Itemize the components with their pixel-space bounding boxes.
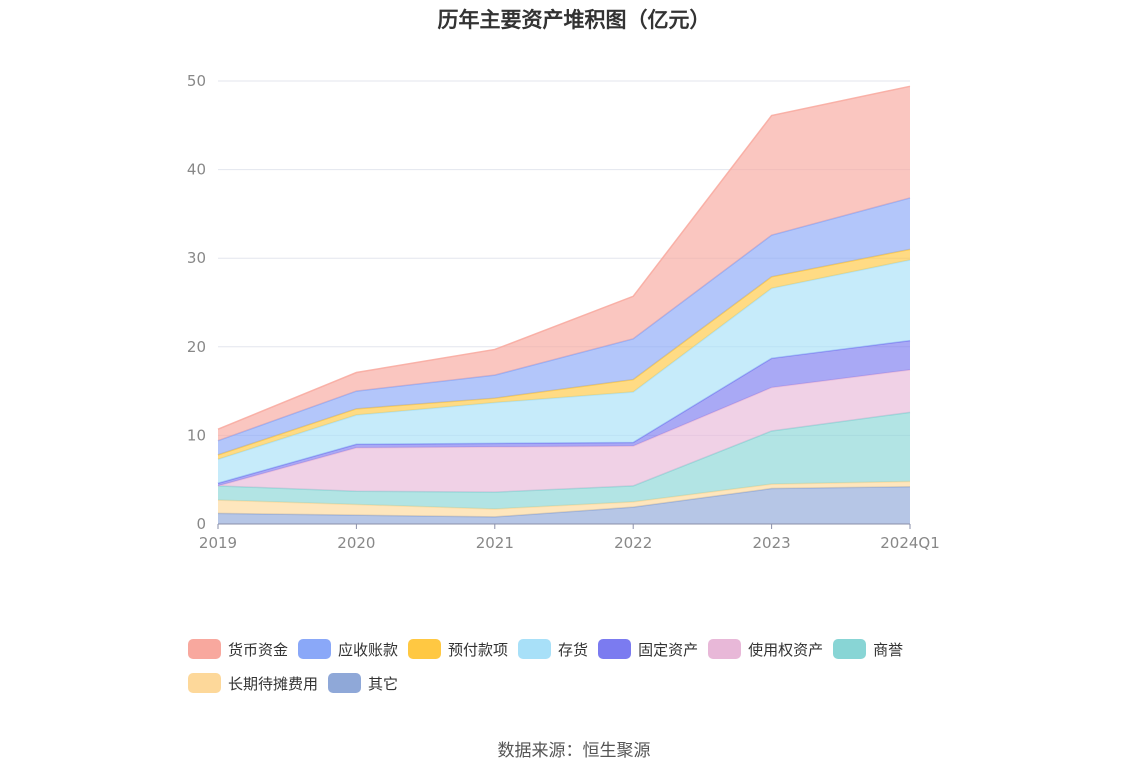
area-edge-series-8 (217, 85, 911, 430)
y-tick-label: 30 (187, 249, 206, 267)
legend-label: 存货 (558, 640, 589, 659)
legend-label: 货币资金 (228, 640, 289, 659)
legend-swatch (598, 639, 632, 659)
area-series-4 (218, 340, 910, 486)
y-tick-label: 10 (187, 426, 206, 444)
y-tick-label: 20 (187, 338, 206, 356)
legend-item[interactable]: 其它 (328, 672, 398, 694)
area-series-1 (218, 481, 910, 517)
x-tick-label: 2024Q1 (880, 534, 940, 552)
legend-item[interactable]: 长期待摊费用 (188, 672, 318, 694)
area-series-0 (218, 486, 910, 524)
legend-swatch (328, 673, 362, 693)
chart-legend: 货币资金 应收账款 预付款项 存货 固定资产 使用权资产 商誉长期待摊费用 其它 (188, 638, 988, 706)
legend-swatch (408, 639, 442, 659)
legend-item[interactable]: 存货 (518, 638, 588, 660)
area-series-7 (218, 197, 910, 455)
y-tick-label: 0 (196, 515, 206, 533)
legend-item[interactable]: 商誉 (833, 638, 903, 660)
legend-item[interactable]: 固定资产 (598, 638, 698, 660)
data-source: 数据来源：恒生聚源 (497, 741, 651, 761)
legend-label: 预付款项 (448, 640, 509, 659)
x-tick-label: 2022 (614, 534, 652, 552)
legend-swatch (188, 673, 221, 693)
legend-swatch (298, 639, 332, 659)
y-tick-label: 40 (187, 161, 206, 179)
legend-swatch (188, 639, 221, 659)
legend-swatch (708, 639, 742, 659)
stacked-area-chart: 0 10 20 30 40 50 2019 2020 2021 2022 2023 2024Q1 (187, 72, 940, 552)
legend-label: 使用权资产 (748, 640, 824, 659)
x-tick-label: 2019 (199, 534, 237, 552)
area-series-2 (218, 412, 910, 509)
area-series-8 (218, 86, 910, 441)
legend-item[interactable]: 货币资金 (188, 638, 288, 660)
legend-label: 其它 (368, 674, 399, 693)
legend-label: 应收账款 (338, 640, 399, 659)
x-tick-label: 2020 (337, 534, 375, 552)
legend-label: 商誉 (873, 640, 904, 659)
legend-label: 固定资产 (638, 640, 699, 659)
area-series-3 (218, 369, 910, 493)
y-tick-label: 50 (187, 72, 206, 90)
legend-item[interactable]: 应收账款 (298, 638, 398, 660)
legend-label: 长期待摊费用 (228, 674, 319, 693)
legend-item[interactable]: 预付款项 (408, 638, 508, 660)
x-tick-label: 2021 (476, 534, 514, 552)
legend-swatch (518, 639, 552, 659)
x-tick-label: 2023 (753, 534, 791, 552)
chart-title: 历年主要资产堆积图（亿元） (437, 8, 711, 32)
legend-swatch (833, 639, 867, 659)
legend-item[interactable]: 使用权资产 (708, 638, 823, 660)
area-series-5 (218, 259, 910, 484)
